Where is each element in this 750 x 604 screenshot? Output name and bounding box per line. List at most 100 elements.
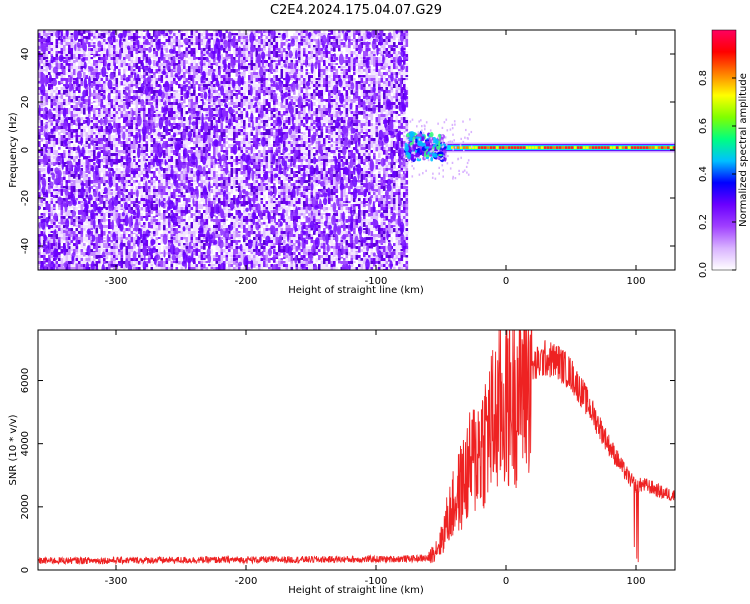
heatmap-cell: [43, 126, 46, 131]
heatmap-cell: [120, 171, 124, 174]
heatmap-cell: [58, 96, 61, 99]
heatmap-cell: [108, 57, 111, 64]
heatmap-cell: [153, 183, 156, 187]
heatmap-cell: [45, 201, 49, 204]
heatmap-cell: [175, 156, 179, 160]
heatmap-cell: [125, 81, 129, 86]
heatmap-cell: [40, 165, 44, 168]
heatmap-cell: [200, 255, 204, 261]
heatmap-cell: [188, 228, 191, 232]
heatmap-cell: [98, 147, 101, 150]
heatmap-cell: [170, 264, 174, 268]
heatmap-cell: [115, 54, 119, 60]
heatmap-cell: [220, 63, 224, 68]
heatmap-cell: [63, 135, 66, 139]
heatmap-cell: [163, 36, 166, 39]
heatmap-cell: [45, 96, 49, 103]
heatmap-cell: [85, 75, 89, 79]
heatmap-cell: [235, 240, 239, 246]
heatmap-cell: [50, 207, 54, 214]
heatmap-cell: [235, 114, 239, 117]
heatmap-cell: [55, 141, 59, 145]
heatmap-cell: [135, 33, 139, 38]
heatmap-cell: [148, 162, 151, 168]
heatmap-cell: [63, 39, 66, 43]
heatmap-cell: [170, 183, 174, 189]
heatmap-cell: [93, 132, 96, 135]
heatmap-cell: [178, 240, 181, 244]
heatmap-cell: [158, 96, 161, 102]
heatmap-cell: [50, 234, 54, 238]
heatmap-cell: [105, 210, 109, 213]
heatmap-cell: [113, 210, 116, 217]
heatmap-cell: [93, 78, 96, 82]
heatmap-cell: [198, 213, 201, 216]
heatmap-cell: [40, 102, 44, 108]
heatmap-cell: [83, 105, 86, 110]
heatmap-cell: [133, 264, 136, 267]
heatmap-cell: [75, 177, 79, 182]
heatmap-cell: [173, 99, 176, 105]
heatmap-cell: [203, 66, 206, 68]
heatmap-cell: [55, 186, 59, 189]
heatmap-cell: [105, 198, 109, 200]
heatmap-cell: [225, 177, 229, 181]
heatmap-cell: [133, 228, 136, 234]
heatmap-cell: [55, 57, 59, 63]
heatmap-cell: [45, 258, 49, 263]
heatmap-cell: [138, 222, 141, 226]
heatmap-cell: [80, 129, 84, 134]
heatmap-cell: [133, 246, 136, 249]
heatmap-cell: [63, 63, 66, 69]
heatmap-cell: [93, 144, 96, 149]
heatmap-cell: [48, 132, 51, 137]
heatmap-cell: [95, 216, 99, 223]
heatmap-cell: [110, 195, 114, 198]
heatmap-cell: [105, 255, 109, 260]
heatmap-cell: [160, 48, 164, 51]
heatmap-cell: [138, 165, 141, 168]
heatmap-cell: [80, 243, 84, 249]
heatmap-cell: [170, 102, 174, 105]
heatmap-cell: [213, 111, 216, 114]
heatmap-cell: [180, 204, 184, 207]
heatmap-cell: [200, 243, 204, 249]
heatmap-cell: [205, 144, 209, 150]
heatmap-cell: [93, 45, 96, 50]
heatmap-cell: [165, 33, 169, 37]
heatmap-cell: [118, 144, 121, 147]
heatmap-cell: [55, 129, 59, 132]
heatmap-cell: [135, 114, 139, 119]
heatmap-cell: [45, 186, 49, 191]
heatmap-cell: [133, 45, 136, 47]
heatmap-cell: [70, 243, 74, 246]
heatmap-cell: [100, 204, 104, 209]
heatmap-cell: [130, 150, 134, 156]
heatmap-cell: [50, 81, 54, 84]
heatmap-cell: [215, 195, 219, 198]
heatmap-cell: [213, 69, 216, 72]
heatmap-cell: [78, 237, 81, 242]
heatmap-cell: [55, 90, 59, 96]
heatmap-cell: [108, 237, 111, 242]
heatmap-cell: [65, 39, 69, 44]
heatmap-cell: [90, 162, 94, 168]
heatmap-cell: [65, 255, 69, 262]
heatmap-cell: [38, 132, 41, 136]
heatmap-cell: [113, 156, 116, 159]
heatmap-cell: [143, 153, 146, 156]
heatmap-cell: [83, 264, 86, 269]
heatmap-cell: [153, 72, 156, 77]
heatmap-cell: [178, 54, 181, 57]
heatmap-cell: [143, 225, 146, 229]
heatmap-cell: [205, 75, 209, 81]
heatmap-cell: [105, 192, 109, 198]
heatmap-cell: [123, 228, 126, 233]
heatmap-cell: [220, 69, 224, 72]
heatmap-cell: [120, 30, 124, 33]
heatmap-cell: [190, 192, 194, 198]
heatmap-cell: [148, 72, 151, 77]
heatmap-cell: [148, 33, 151, 39]
heatmap-cell: [210, 177, 214, 180]
heatmap-cell: [143, 72, 146, 76]
